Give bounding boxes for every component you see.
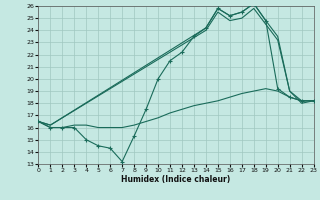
X-axis label: Humidex (Indice chaleur): Humidex (Indice chaleur) [121,175,231,184]
